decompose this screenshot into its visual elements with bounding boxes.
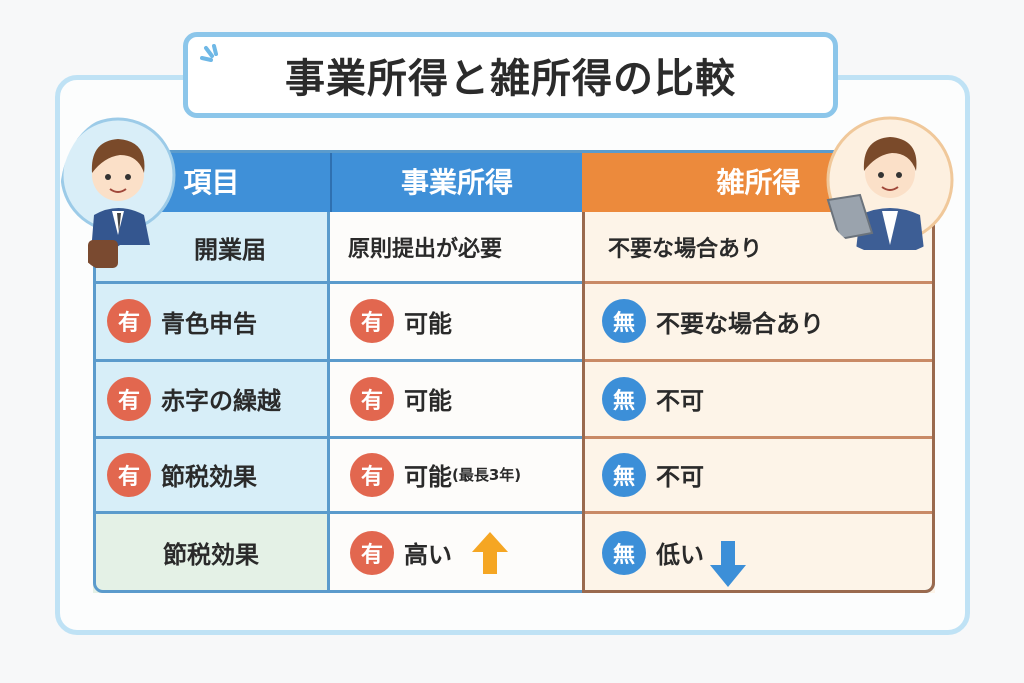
arrow-down-icon (710, 540, 746, 587)
yes-badge: 有 (350, 452, 394, 497)
no-badge: 無 (602, 452, 646, 497)
cell-text: 可能 (404, 463, 452, 491)
businessman-avatar (60, 117, 176, 268)
cell-text: 可能 (404, 309, 452, 338)
yes-badge: 有 (350, 376, 394, 421)
no-badge: 無 (602, 299, 646, 343)
arrow-up-icon (472, 531, 508, 574)
business-cell: 有高い (330, 512, 582, 593)
business-cell: 有可能 (最長3年) (330, 437, 582, 512)
cell-note: (最長3年) (452, 466, 522, 484)
row-label-text: 節税効果 (161, 463, 257, 491)
page-title: 事業所得と雑所得の比較 (183, 32, 838, 118)
row-divider (582, 359, 935, 362)
cell-text: 不可 (656, 387, 704, 415)
misc-cell: 無不可 (582, 360, 935, 437)
row-divider (582, 281, 935, 284)
misc-cell: 無不可 (582, 437, 935, 512)
header-business-income: 事業所得 (330, 150, 582, 212)
row-label: 有青色申告 (93, 282, 330, 360)
no-badge: 無 (602, 376, 646, 421)
row-divider (582, 511, 935, 514)
yes-badge: 有 (350, 299, 394, 343)
row-divider (93, 281, 582, 284)
cell-text: 不要な場合あり (656, 309, 824, 338)
laptop-user-avatar (826, 116, 954, 250)
row-divider (582, 436, 935, 439)
row-divider (93, 511, 582, 514)
sparkle-icon (200, 44, 218, 62)
row-label: 有赤字の繰越 (93, 360, 330, 437)
cell-text: 不可 (656, 463, 704, 491)
yes-badge: 有 (107, 376, 151, 421)
yes-badge: 有 (107, 299, 151, 343)
misc-cell: 無低い (582, 512, 935, 593)
row-label-text: 青色申告 (161, 309, 257, 338)
row-divider (93, 359, 582, 362)
misc-cell: 無不要な場合あり (582, 282, 935, 360)
cell-text: 可能 (404, 387, 452, 415)
yes-badge: 有 (350, 530, 394, 575)
comparison-table: 項目 事業所得 雑所得 開業届 原則提出が必要 不要な場合あり 有青色申告 有可… (93, 150, 935, 593)
business-cell: 有可能 (330, 282, 582, 360)
cell-text: 低い (656, 541, 704, 569)
no-badge: 無 (602, 530, 646, 575)
row-label: 有節税効果 (93, 437, 330, 512)
row-label: 節税効果 (93, 512, 330, 593)
cell-text: 高い (404, 541, 452, 569)
row-label-text: 赤字の繰越 (161, 387, 281, 415)
yes-badge: 有 (107, 452, 151, 497)
business-cell: 有可能 (330, 360, 582, 437)
row-divider (93, 436, 582, 439)
business-cell: 原則提出が必要 (330, 212, 582, 282)
